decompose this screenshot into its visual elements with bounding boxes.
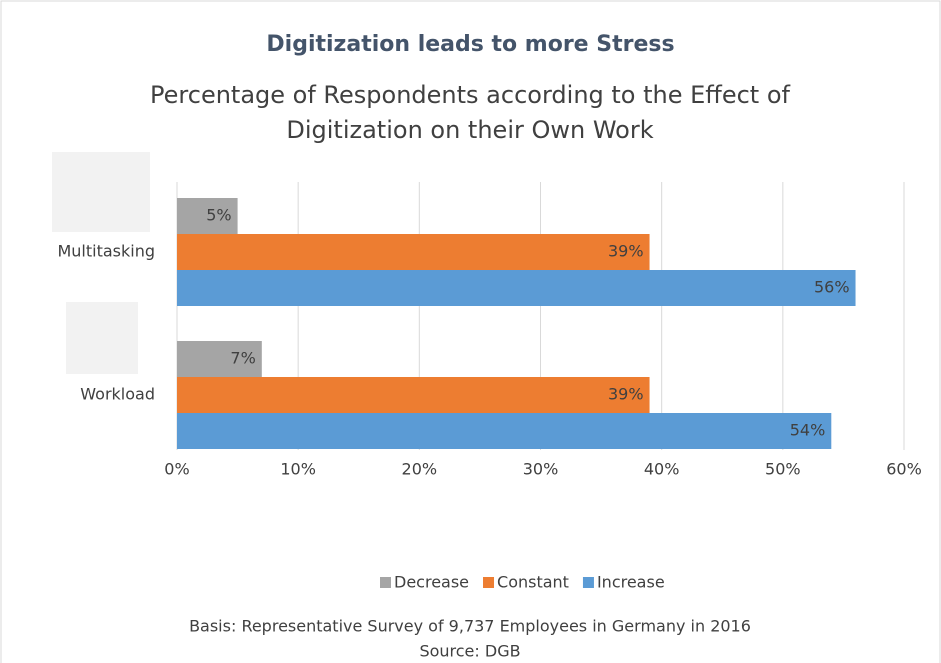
data-label: 7%	[230, 349, 255, 368]
x-tick-label: 20%	[402, 460, 438, 479]
data-label: 5%	[206, 206, 231, 225]
footnote: Source: DGB	[419, 642, 520, 661]
x-tick-label: 40%	[644, 460, 680, 479]
page: 0% 10% 20% 30% 40% 50% 60% Multitasking 5% 39% 56%…	[0, 0, 941, 663]
icon	[52, 152, 150, 232]
footnote: Basis: Representative Survey of 9,737 Em…	[189, 617, 751, 636]
x-tick-label: 10%	[280, 460, 316, 479]
legend-swatch	[380, 577, 391, 588]
y-tick-label: Multitasking	[57, 242, 155, 261]
bar	[177, 413, 831, 449]
x-tick-label: 50%	[765, 460, 801, 479]
x-tick-label: 30%	[523, 460, 559, 479]
data-label: 39%	[608, 385, 644, 404]
chart-subtitle: Percentage of Respondents according to t…	[120, 78, 820, 148]
legend-swatch	[483, 577, 494, 588]
icon	[66, 302, 138, 374]
legend-label: Decrease	[394, 573, 469, 592]
y-tick-label: Workload	[80, 385, 155, 404]
x-tick-label: 0%	[164, 460, 189, 479]
x-tick-label: 60%	[886, 460, 922, 479]
chart-title: Digitization leads to more Stress	[0, 32, 941, 57]
data-label: 39%	[608, 242, 644, 261]
data-label: 54%	[790, 421, 826, 440]
legend-swatch	[583, 577, 594, 588]
bar	[177, 234, 650, 270]
legend-label: Constant	[497, 573, 569, 592]
legend-label: Increase	[597, 573, 665, 592]
data-label: 56%	[814, 278, 850, 297]
bar	[177, 270, 856, 306]
bar	[177, 377, 650, 413]
